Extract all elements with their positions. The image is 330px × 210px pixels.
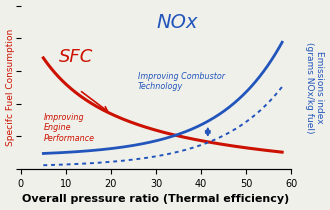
Text: Improving Combustor
Technology: Improving Combustor Technology bbox=[138, 72, 225, 91]
Text: SFC: SFC bbox=[59, 48, 93, 66]
Y-axis label: Specifc Fuel Consumption: Specifc Fuel Consumption bbox=[6, 29, 15, 146]
X-axis label: Overall pressure ratio (Thermal efficiency): Overall pressure ratio (Thermal efficien… bbox=[22, 194, 290, 205]
Text: NOx: NOx bbox=[156, 13, 197, 32]
Text: Improving
Engine
Performance: Improving Engine Performance bbox=[44, 113, 95, 143]
Y-axis label: Emissions index
(grams NOx/kg fuel): Emissions index (grams NOx/kg fuel) bbox=[305, 42, 324, 133]
